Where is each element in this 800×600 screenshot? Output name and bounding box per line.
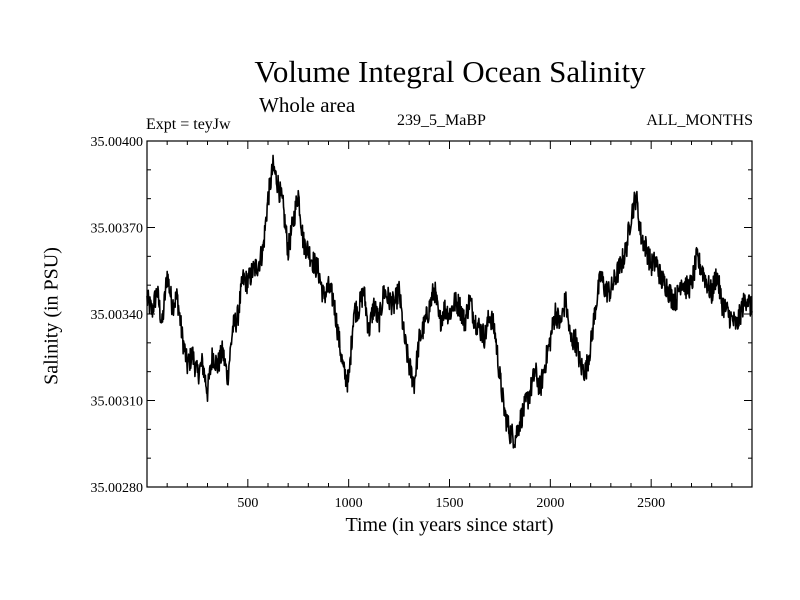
experiment-label: Expt = teyJw (146, 116, 231, 133)
y-tick-label: 35.00310 (91, 395, 144, 410)
months-label: ALL_MONTHS (646, 112, 753, 129)
plot-frame (146, 140, 753, 488)
chart-subtitle: Whole area (259, 93, 356, 117)
series-line-salinity (146, 154, 753, 449)
y-tick-label: 35.00280 (91, 481, 144, 496)
axis-ticks (147, 141, 752, 487)
x-tick-label: 2000 (536, 496, 564, 511)
x-axis-label: Time (in years since start) (345, 514, 554, 536)
axis-tick-labels: 500 1000 1500 2000 2500 35.00280 35.00310 35.00… (91, 135, 666, 511)
run-label: 239_5_MaBP (397, 112, 486, 129)
x-tick-label: 1000 (335, 496, 363, 511)
y-tick-label: 35.00400 (91, 135, 144, 150)
y-tick-label: 35.00340 (91, 308, 144, 323)
y-tick-label: 35.00370 (91, 222, 144, 237)
series-group (146, 154, 753, 449)
x-tick-label: 1500 (436, 496, 464, 511)
x-tick-label: 2500 (637, 496, 665, 511)
x-tick-label: 500 (237, 496, 258, 511)
chart-title: Volume Integral Ocean Salinity (254, 54, 646, 89)
